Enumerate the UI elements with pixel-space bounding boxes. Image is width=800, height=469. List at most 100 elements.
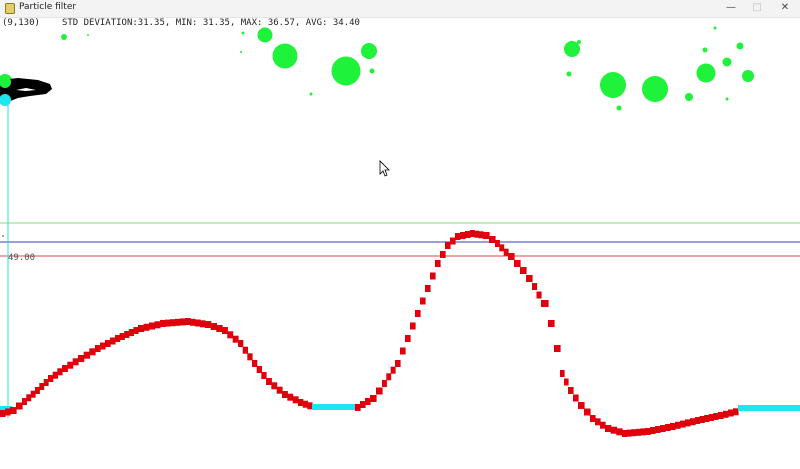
terrain-segment — [30, 390, 36, 398]
terrain-segment — [536, 291, 542, 299]
terrain-segment — [532, 283, 538, 290]
terrain-segment — [478, 231, 484, 239]
terrain-segment — [626, 429, 632, 437]
terrain-segment — [541, 300, 549, 307]
terrain-segment — [266, 378, 272, 385]
terrain-segment — [83, 351, 90, 359]
terrain-segment — [645, 428, 651, 435]
terrain-segment — [52, 371, 58, 379]
terrain-segment — [72, 358, 79, 366]
terrain-segment — [200, 320, 206, 328]
terrain-segment — [425, 285, 431, 292]
terrain-segment — [470, 230, 475, 237]
particle — [369, 68, 375, 74]
terrain-segment — [650, 427, 656, 434]
particle — [702, 47, 708, 53]
terrain-segment — [190, 318, 196, 326]
terrain-segment — [695, 417, 701, 424]
terrain-segment — [143, 323, 150, 331]
close-button[interactable]: ✕ — [780, 2, 790, 13]
terrain-segment — [252, 360, 258, 367]
particle — [61, 34, 67, 40]
terrain-segment — [713, 413, 719, 420]
terrain-segment — [355, 404, 361, 411]
terrain-segment — [660, 425, 666, 432]
terrain-segment — [302, 400, 308, 408]
terrain-segment — [149, 322, 156, 330]
terrain-segment — [5, 408, 11, 416]
app-icon — [5, 3, 15, 14]
terrain-profile — [0, 230, 800, 437]
terrain-segment — [514, 260, 521, 267]
terrain-segment — [704, 415, 710, 422]
particle — [566, 71, 572, 77]
terrain-segment — [256, 366, 262, 373]
terrain-segment — [105, 340, 111, 347]
terrain-segment — [573, 394, 579, 402]
terrain-segment — [635, 428, 641, 436]
particle — [642, 76, 668, 102]
terrain-segment — [590, 415, 596, 422]
terrain-segment — [48, 375, 54, 382]
terrain-segment — [680, 420, 686, 428]
terrain-segment — [733, 408, 739, 416]
terrain-segment — [222, 327, 228, 334]
minimize-button[interactable]: — — [726, 2, 736, 13]
terrain-segment — [415, 310, 421, 317]
terrain-segment — [115, 335, 121, 342]
terrain-segment — [400, 347, 406, 355]
particle — [713, 26, 717, 30]
terrain-segment — [247, 353, 253, 361]
terrain-segment — [165, 319, 171, 327]
window-title: Particle filter — [19, 2, 77, 12]
terrain-segment — [670, 423, 676, 430]
terrain-segment — [410, 322, 416, 330]
particle — [685, 93, 693, 101]
terrain-segment — [690, 418, 696, 426]
terrain-segment — [242, 346, 248, 354]
terrain-segment — [685, 419, 691, 427]
terrain-segment — [232, 335, 239, 343]
terrain-segment — [0, 410, 6, 417]
particle-cloud — [0, 26, 754, 111]
maximize-button[interactable]: □ — [752, 2, 762, 13]
terrain-segment — [261, 372, 267, 379]
particle — [87, 34, 89, 36]
terrain-segment — [307, 402, 313, 410]
particle — [696, 63, 716, 83]
coordinate-readout: (9,130) — [2, 18, 40, 28]
terrain-segment — [568, 387, 574, 394]
terrain-segment — [282, 391, 288, 398]
terrain-segment — [160, 320, 166, 327]
terrain-segment — [584, 408, 591, 416]
terrain-segment — [386, 373, 392, 381]
terrain-segment — [360, 401, 366, 408]
particle — [309, 92, 313, 96]
terrain-segment — [175, 318, 181, 326]
terrain-segment — [39, 383, 45, 390]
terrain-segment — [554, 345, 561, 352]
terrain-segment — [138, 325, 145, 332]
title-bar[interactable]: Particle filter — □ ✕ — [0, 0, 800, 18]
simulation-canvas[interactable]: (9,130) STD DEVIATION:31.35, MIN: 31.35, … — [0, 18, 800, 469]
terrain-segment — [465, 231, 471, 238]
terrain-segment — [489, 236, 496, 243]
terrain-segment — [26, 394, 32, 402]
terrain-segment — [435, 260, 441, 267]
terrain-segment — [67, 361, 74, 369]
terrain-segment — [110, 337, 116, 345]
particle — [257, 27, 273, 43]
particle — [361, 43, 377, 59]
terrain-segment — [227, 331, 234, 339]
terrain-segment — [205, 321, 212, 328]
terrain-segment — [495, 240, 500, 247]
terrain-segment — [365, 398, 371, 405]
terrain-segment — [460, 232, 466, 239]
terrain-segment — [43, 379, 49, 386]
scene-svg — [0, 26, 800, 437]
terrain-segment — [622, 430, 628, 437]
terrain-segment — [170, 319, 176, 327]
terrain-segment — [675, 421, 681, 429]
terrain-segment — [276, 386, 283, 394]
terrain-segment — [35, 387, 40, 394]
